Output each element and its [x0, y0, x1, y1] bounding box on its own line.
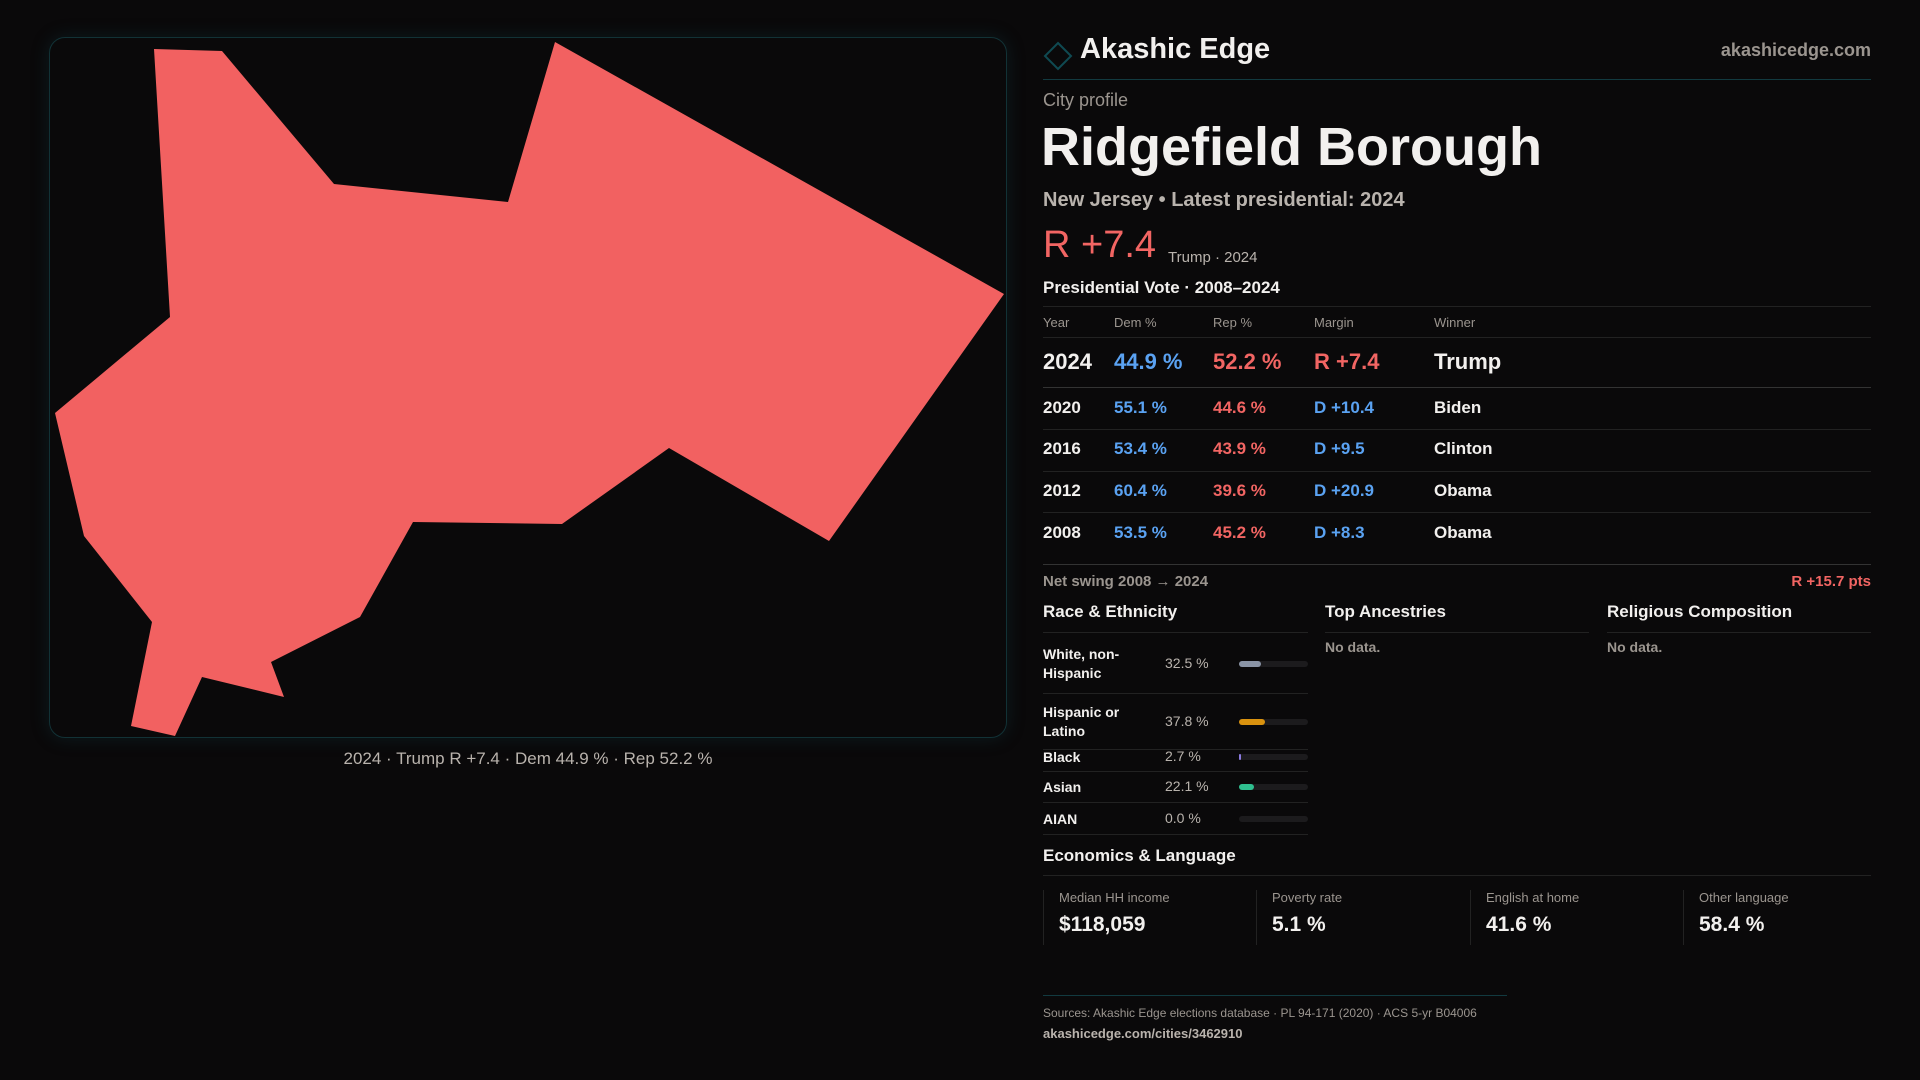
- race-pct: 37.8 %: [1165, 713, 1209, 729]
- map-panel[interactable]: [49, 37, 1007, 738]
- year: 2016: [1043, 439, 1081, 458]
- dem-pct: 53.5 %: [1114, 523, 1167, 542]
- margin: D +9.5: [1314, 439, 1365, 458]
- col-year: Year: [1043, 315, 1070, 330]
- footer-sources: Sources: Akashic Edge elections database…: [1043, 1006, 1477, 1020]
- net-swing-value: R +15.7 pts: [1791, 573, 1871, 590]
- race-row: Hispanic or Latino 37.8 %: [1043, 694, 1308, 750]
- race-bar-fill: [1239, 754, 1242, 760]
- stat-value: 58.4 %: [1699, 913, 1765, 936]
- race-bar-fill: [1239, 784, 1255, 790]
- stat-label: English at home: [1486, 890, 1580, 905]
- year: 2008: [1043, 523, 1081, 542]
- brand-name[interactable]: Akashic Edge: [1080, 33, 1271, 65]
- dem-pct: 55.1 %: [1114, 398, 1167, 417]
- logo-diamond-icon: [1043, 41, 1073, 71]
- race-label: White, non-Hispanic: [1043, 646, 1120, 681]
- col-rep: Rep %: [1213, 315, 1253, 330]
- religion-empty: No data.: [1607, 639, 1663, 655]
- race-label: Black: [1043, 748, 1081, 765]
- race-bar-track: [1239, 661, 1308, 667]
- stat-label: Other language: [1699, 890, 1789, 905]
- rep-pct: 43.9 %: [1213, 439, 1266, 458]
- dem-pct: 53.4 %: [1114, 439, 1167, 458]
- winner: Obama: [1434, 523, 1492, 542]
- year: 2020: [1043, 398, 1081, 417]
- race-row: AIAN 0.0 %: [1043, 803, 1308, 835]
- rep-pct: 52.2 %: [1213, 349, 1282, 374]
- race-pct: 32.5 %: [1165, 655, 1209, 671]
- race-bar-track: [1239, 784, 1308, 790]
- rep-pct: 39.6 %: [1213, 481, 1266, 500]
- race-row: White, non-Hispanic 32.5 %: [1043, 634, 1308, 694]
- rep-pct: 44.6 %: [1213, 398, 1266, 417]
- race-bar-fill: [1239, 719, 1266, 725]
- stat-value: 5.1 %: [1272, 913, 1326, 936]
- race-label: Asian: [1043, 778, 1082, 795]
- ancestries-empty: No data.: [1325, 639, 1381, 655]
- footer-divider: [1043, 995, 1507, 996]
- stat-english-home: English at home 41.6 %: [1470, 890, 1579, 945]
- stat-value: 41.6 %: [1486, 913, 1552, 936]
- race-pct: 22.1 %: [1165, 778, 1209, 794]
- col-winner: Winner: [1434, 315, 1476, 330]
- race-bar-track: [1239, 754, 1308, 760]
- race-title: Race & Ethnicity: [1043, 602, 1178, 621]
- page-subtitle: New Jersey • Latest presidential: 2024: [1043, 189, 1405, 211]
- headline-margin: R +7.4: [1043, 224, 1157, 266]
- margin: R +7.4: [1314, 349, 1380, 374]
- margin: D +10.4: [1314, 398, 1375, 417]
- stat-other-language: Other language 58.4 %: [1683, 890, 1789, 945]
- stat-value: $118,059: [1059, 913, 1146, 936]
- winner: Obama: [1434, 481, 1492, 500]
- race-bar-track: [1239, 719, 1308, 725]
- city-boundary-shape[interactable]: [55, 42, 1004, 736]
- winner: Trump: [1434, 349, 1502, 374]
- col-dem: Dem %: [1114, 315, 1157, 330]
- race-bar-track: [1239, 816, 1308, 822]
- econ-title: Economics & Language: [1043, 846, 1236, 865]
- year: 2024: [1043, 349, 1092, 374]
- race-label: Hispanic or Latino: [1043, 704, 1120, 739]
- col-margin: Margin: [1314, 315, 1354, 330]
- headline-margin-note: Trump · 2024: [1168, 249, 1258, 266]
- map-caption: 2024 · Trump R +7.4 · Dem 44.9 % · Rep 5…: [343, 749, 713, 768]
- race-bar-fill: [1239, 661, 1262, 667]
- stat-label: Median HH income: [1059, 890, 1170, 905]
- race-row: Black 2.7 %: [1043, 742, 1308, 772]
- stat-median-income: Median HH income $118,059: [1043, 890, 1170, 945]
- race-pct: 2.7 %: [1165, 748, 1201, 764]
- race-pct: 0.0 %: [1165, 810, 1201, 826]
- ancestries-title: Top Ancestries: [1325, 602, 1446, 621]
- religion-title: Religious Composition: [1607, 602, 1793, 621]
- brand-domain-link[interactable]: akashicedge.com: [1720, 40, 1871, 60]
- winner: Biden: [1434, 398, 1482, 417]
- winner: Clinton: [1434, 439, 1493, 458]
- dem-pct: 60.4 %: [1114, 481, 1167, 500]
- rep-pct: 45.2 %: [1213, 523, 1266, 542]
- margin: D +8.3: [1314, 523, 1365, 542]
- margin: D +20.9: [1314, 481, 1375, 500]
- stat-label: Poverty rate: [1272, 890, 1343, 905]
- net-swing-label: Net swing 2008 → 2024: [1043, 573, 1209, 590]
- page-kicker: City profile: [1043, 90, 1129, 110]
- dem-pct: 44.9 %: [1114, 349, 1183, 374]
- votes-title: Presidential Vote · 2008–2024: [1043, 278, 1280, 297]
- stat-poverty-rate: Poverty rate 5.1 %: [1256, 890, 1342, 945]
- year: 2012: [1043, 481, 1081, 500]
- page-title: Ridgefield Borough: [1041, 117, 1542, 177]
- race-label: AIAN: [1043, 810, 1078, 827]
- footer-url-link[interactable]: akashicedge.com/cities/3462910: [1043, 1026, 1243, 1041]
- race-row: Asian 22.1 %: [1043, 771, 1308, 803]
- header-divider: [1043, 79, 1871, 80]
